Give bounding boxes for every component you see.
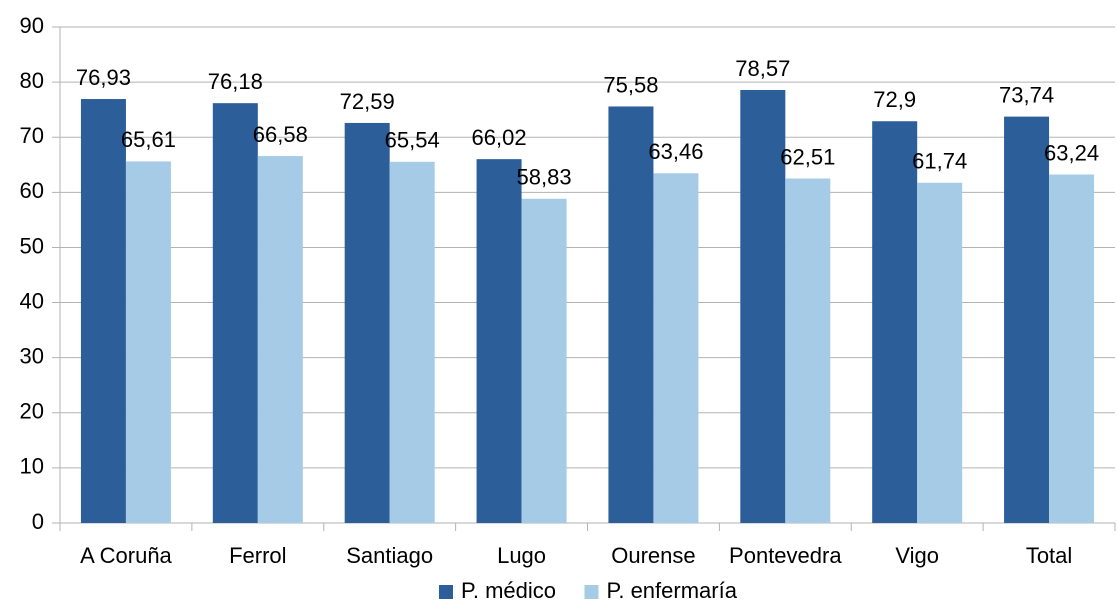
y-tick-label: 60 (20, 178, 44, 203)
data-label: 61,74 (912, 149, 967, 174)
x-tick-label: Ferrol (229, 543, 286, 568)
x-tick-label: Lugo (497, 543, 546, 568)
y-tick-label: 50 (20, 233, 44, 258)
data-label: 76,93 (76, 65, 131, 90)
x-tick-label: Pontevedra (729, 543, 842, 568)
bar (1049, 174, 1095, 523)
y-tick-label: 70 (20, 123, 44, 148)
data-label: 72,59 (340, 89, 395, 114)
data-label: 73,74 (999, 82, 1054, 107)
bar (1004, 116, 1050, 524)
bar (785, 178, 831, 524)
data-label: 66,02 (472, 125, 527, 150)
bar (872, 121, 918, 524)
data-label: 65,54 (385, 128, 440, 153)
legend-label: P. enfermaría (607, 578, 738, 603)
bar (521, 198, 567, 524)
data-label: 76,18 (208, 69, 263, 94)
data-label: 72,9 (873, 87, 916, 112)
bar (257, 156, 303, 523)
data-label: 58,83 (517, 165, 572, 190)
data-label: 66,58 (253, 122, 308, 147)
bar (389, 161, 435, 524)
bar (212, 103, 258, 523)
y-tick-label: 30 (20, 343, 44, 368)
y-tick-label: 20 (20, 399, 44, 424)
x-tick-label: Total (1026, 543, 1072, 568)
legend-swatch (439, 585, 453, 599)
y-tick-label: 40 (20, 288, 44, 313)
y-tick-label: 10 (20, 454, 44, 479)
x-tick-label: Santiago (346, 543, 433, 568)
bar (125, 161, 171, 523)
bar (653, 173, 699, 523)
y-tick-label: 80 (20, 68, 44, 93)
data-label: 78,57 (735, 56, 790, 81)
data-label: 75,58 (603, 72, 658, 97)
bar (344, 122, 390, 523)
legend-swatch (584, 585, 599, 599)
x-tick-label: Vigo (895, 543, 939, 568)
bar (917, 182, 963, 523)
bar (740, 89, 786, 523)
data-label: 63,24 (1044, 140, 1099, 165)
legend-label: P. médico (461, 578, 556, 603)
y-tick-label: 90 (20, 13, 44, 38)
y-tick-label: 0 (32, 509, 44, 534)
data-label: 62,51 (780, 144, 835, 169)
bar (608, 106, 654, 524)
data-label: 63,46 (648, 139, 703, 164)
data-label: 65,61 (121, 127, 176, 152)
x-tick-label: Ourense (611, 543, 695, 568)
x-tick-label: A Coruña (80, 543, 172, 568)
bar (476, 159, 522, 524)
bar (80, 99, 126, 524)
